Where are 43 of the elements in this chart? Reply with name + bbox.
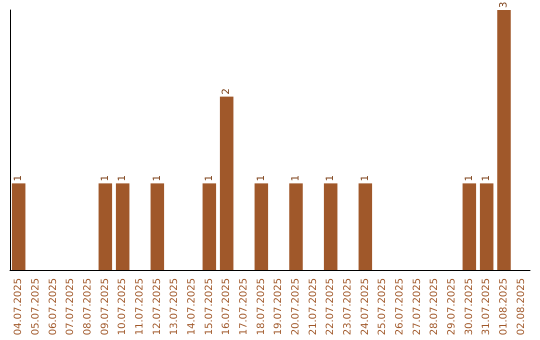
x-tick-label: 19.07.2025: [273, 278, 284, 336]
x-tick-label: 29.07.2025: [446, 278, 458, 336]
x-tick-label: 12.07.2025: [152, 278, 163, 336]
x-tick-label: 25.07.2025: [377, 278, 388, 336]
x-tick-label: 17.07.2025: [238, 278, 250, 336]
x-tick-label: 13.07.2025: [169, 278, 180, 336]
x-tick-label: 07.07.2025: [65, 278, 76, 336]
x-tick-label: 27.07.2025: [412, 278, 423, 336]
x-tick-label: 06.07.2025: [48, 278, 59, 336]
x-tick-label: 05.07.2025: [30, 278, 42, 336]
data-label: 1: [325, 174, 336, 182]
x-tick-label: 11.07.2025: [134, 278, 146, 336]
x-tick-label: 15.07.2025: [204, 278, 215, 336]
x-tick-label: 02.08.2025: [516, 278, 527, 336]
data-label: 1: [13, 174, 24, 182]
x-tick-label: 16.07.2025: [221, 278, 232, 336]
x-tick-label: 10.07.2025: [117, 278, 128, 336]
x-tick-label: 04.07.2025: [13, 278, 24, 336]
data-label: 1: [117, 174, 128, 182]
x-tick-label: 14.07.2025: [186, 278, 198, 336]
x-tick-label: 23.07.2025: [342, 278, 354, 336]
x-tick-label: 09.07.2025: [100, 278, 111, 336]
x-tick-label: 26.07.2025: [394, 278, 406, 336]
data-label: 1: [464, 174, 475, 182]
x-tick-label: 22.07.2025: [325, 278, 336, 336]
x-tick-label: 31.07.2025: [481, 278, 492, 336]
data-label: 1: [481, 174, 492, 182]
x-tick-label: 18.07.2025: [256, 278, 267, 336]
data-label: 3: [498, 2, 510, 8]
x-tick-label: 08.07.2025: [82, 278, 94, 336]
x-tick-label: 20.07.2025: [290, 278, 302, 336]
x-tick-label: 21.07.2025: [308, 278, 319, 336]
data-label: 1: [152, 174, 163, 182]
x-tick-label: 30.07.2025: [464, 278, 475, 336]
data-label: 1: [360, 174, 371, 182]
data-label: 1: [204, 174, 215, 182]
data-label: 1: [100, 174, 111, 182]
x-tick-label: 01.08.2025: [498, 278, 510, 336]
x-tick-label: 28.07.2025: [429, 278, 440, 336]
data-label: 1: [290, 174, 302, 182]
x-tick-label: 24.07.2025: [360, 278, 371, 336]
data-label: 2: [221, 88, 232, 95]
data-label: 1: [256, 174, 267, 182]
